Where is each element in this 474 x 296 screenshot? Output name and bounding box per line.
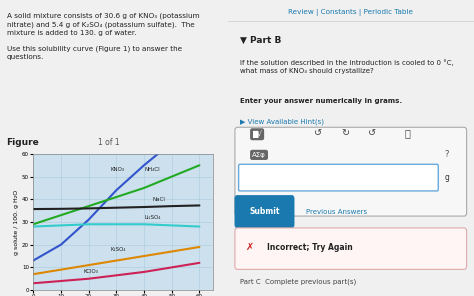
Text: ✗: ✗	[246, 242, 254, 252]
Text: Part C  Complete previous part(s): Part C Complete previous part(s)	[240, 278, 356, 285]
Text: Li₂SO₄: Li₂SO₄	[144, 215, 161, 220]
FancyBboxPatch shape	[235, 127, 466, 216]
Text: ↺: ↺	[368, 128, 376, 138]
Text: A solid mixture consists of 30.6 g of KNO₃ (potassium
nitrate) and 5.4 g of K₂SO: A solid mixture consists of 30.6 g of KN…	[7, 13, 199, 60]
Text: AΣφ: AΣφ	[252, 152, 266, 158]
Text: ↺: ↺	[314, 128, 322, 138]
Text: KNO₃: KNO₃	[111, 167, 125, 172]
FancyBboxPatch shape	[235, 228, 466, 269]
Text: ▶ View Available Hint(s): ▶ View Available Hint(s)	[240, 118, 324, 125]
Text: ⎕: ⎕	[405, 128, 411, 138]
Text: K₂SO₄: K₂SO₄	[111, 247, 126, 252]
Text: ?: ?	[445, 150, 449, 159]
Text: Previous Answers: Previous Answers	[306, 209, 367, 215]
Text: Incorrect; Try Again: Incorrect; Try Again	[267, 243, 353, 252]
Text: █√: █√	[252, 130, 262, 138]
Text: 1 of 1: 1 of 1	[98, 138, 120, 147]
Text: Figure: Figure	[7, 138, 39, 147]
Text: Submit: Submit	[249, 207, 280, 216]
Text: NH₄Cl: NH₄Cl	[144, 167, 160, 172]
Text: Enter your answer numerically in grams.: Enter your answer numerically in grams.	[240, 98, 402, 104]
Text: NaCl: NaCl	[152, 197, 165, 202]
Text: ▼ Part B: ▼ Part B	[240, 36, 281, 44]
Text: KClO₃: KClO₃	[83, 269, 98, 274]
Text: g: g	[445, 173, 449, 182]
Text: Review | Constants | Periodic Table: Review | Constants | Periodic Table	[288, 9, 413, 16]
Text: If the solution described in the introduction is cooled to 0 °C,
what mass of KN: If the solution described in the introdu…	[240, 59, 454, 74]
FancyBboxPatch shape	[235, 195, 294, 228]
FancyBboxPatch shape	[238, 164, 438, 191]
Text: ↻: ↻	[341, 128, 349, 138]
Y-axis label: g solute / 100. g H₂O: g solute / 100. g H₂O	[14, 189, 19, 255]
